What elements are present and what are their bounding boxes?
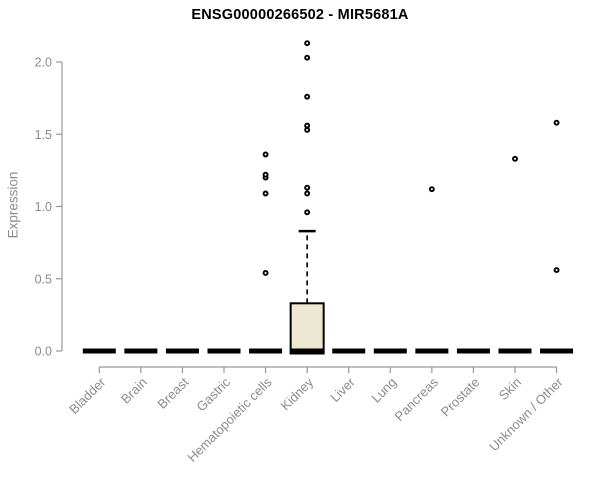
outlier-point <box>262 151 269 158</box>
category-label: Brain <box>118 375 150 407</box>
category-label: Gastric <box>193 374 233 414</box>
outlier-point <box>304 209 311 216</box>
category-label: Unknown / Other <box>486 374 566 454</box>
category-label: Breast <box>154 374 191 411</box>
y-tick-label: 2.0 <box>35 56 52 70</box>
category-label: Liver <box>327 374 358 405</box>
y-tick-label: 0.0 <box>35 345 52 359</box>
median-bar <box>373 348 407 354</box>
outlier-point <box>304 184 311 191</box>
outlier-point <box>304 54 311 61</box>
median-bar <box>456 348 490 354</box>
outlier-point <box>304 93 311 100</box>
outlier-point <box>428 186 435 193</box>
category-label: Skin <box>496 375 524 403</box>
category-label: Pancreas <box>392 374 442 424</box>
median-bar <box>290 348 324 354</box>
outlier-point <box>304 122 311 129</box>
y-tick-label: 1.5 <box>35 128 52 142</box>
y-tick-label: 1.0 <box>35 200 52 214</box>
outlier-point <box>304 190 311 197</box>
median-bar <box>82 348 116 354</box>
outlier-point <box>512 155 518 162</box>
median-bar <box>415 348 449 354</box>
outlier-point <box>553 267 560 274</box>
median-bar <box>207 348 241 354</box>
category-label: Prostate <box>438 375 483 420</box>
box <box>289 302 325 355</box>
category-label: Bladder <box>66 374 109 417</box>
median-bar <box>165 348 199 354</box>
outlier-point <box>553 119 560 126</box>
median-bar <box>249 348 283 354</box>
category-label: Lung <box>368 375 399 406</box>
category-label: Kidney <box>278 374 317 413</box>
median-bar <box>332 348 366 354</box>
chart-title: ENSG00000266502 - MIR5681A <box>191 7 409 23</box>
y-tick-label: 0.5 <box>35 272 52 286</box>
outlier-point <box>262 190 269 197</box>
outlier-point <box>262 171 269 178</box>
median-bar <box>498 348 532 354</box>
outlier-point <box>262 270 269 276</box>
median-bar <box>540 348 574 354</box>
median-bar <box>124 348 158 354</box>
outlier-point <box>304 40 311 47</box>
